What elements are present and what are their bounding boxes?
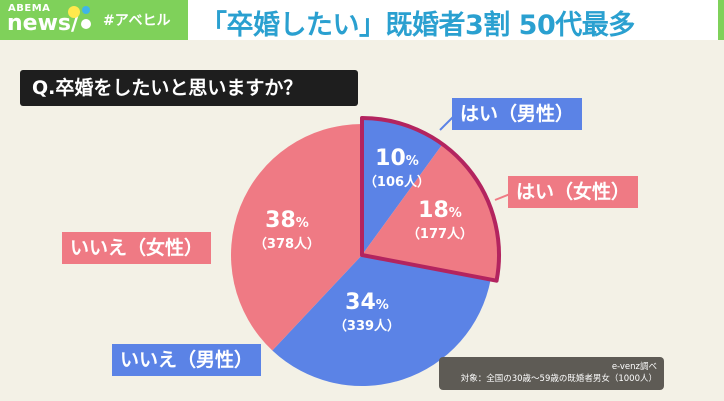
slice-label-yes-male: はい（男性） (452, 98, 583, 130)
slice-label-no-male: いいえ（男性） (112, 344, 262, 376)
pie-slice (362, 144, 500, 281)
count-value: （378人） (253, 237, 321, 252)
hashtag: #アベヒル (103, 13, 171, 29)
count-value: （177人） (406, 227, 474, 242)
highlight-outline (360, 116, 501, 283)
percent-value: 38 (265, 208, 296, 233)
percent-value: 10 (375, 146, 406, 171)
percent-unit: % (295, 216, 309, 231)
percent-value: 18 (418, 198, 449, 223)
abema-news-logo: ABEMA news/ #アベヒル (0, 0, 188, 40)
slice-label-yes-female: はい（女性） (508, 176, 639, 208)
logo-dots-icon (68, 6, 91, 29)
pie-slice (272, 255, 491, 386)
headline: 「卒婚したい」既婚者3割 50代最多 (200, 10, 635, 41)
brand-top: ABEMA (8, 3, 51, 14)
header-bar: ABEMA news/ #アベヒル 「卒婚したい」既婚者3割 50代最多 (0, 0, 724, 41)
slice-label-no-female: いいえ（女性） (62, 232, 212, 264)
percent-unit: % (405, 154, 419, 169)
data-label-no-male: 34% （339人） (322, 290, 412, 334)
source-subject: 対象：全国の30歳〜59歳の既婚者男女（1000人） (460, 374, 657, 384)
percent-value: 34 (345, 290, 376, 315)
data-label-no-female: 38% （378人） (242, 208, 332, 252)
pie-slice (362, 118, 443, 255)
data-label-yes-female: 18% （177人） (395, 198, 485, 242)
percent-unit: % (375, 298, 389, 313)
brand-bottom: news/ (7, 11, 80, 36)
data-label-yes-male: 10% （106人） (352, 146, 442, 190)
header-edge (718, 0, 724, 40)
pie-slice (231, 124, 362, 351)
count-value: （339人） (333, 319, 401, 334)
percent-unit: % (448, 206, 462, 221)
source-credit: e-venz調べ (611, 362, 657, 372)
chart-title: Q.卒婚をしたいと思いますか？ (20, 70, 358, 106)
count-value: （106人） (363, 175, 431, 190)
source-box: e-venz調べ 対象：全国の30歳〜59歳の既婚者男女（1000人） (439, 357, 664, 390)
